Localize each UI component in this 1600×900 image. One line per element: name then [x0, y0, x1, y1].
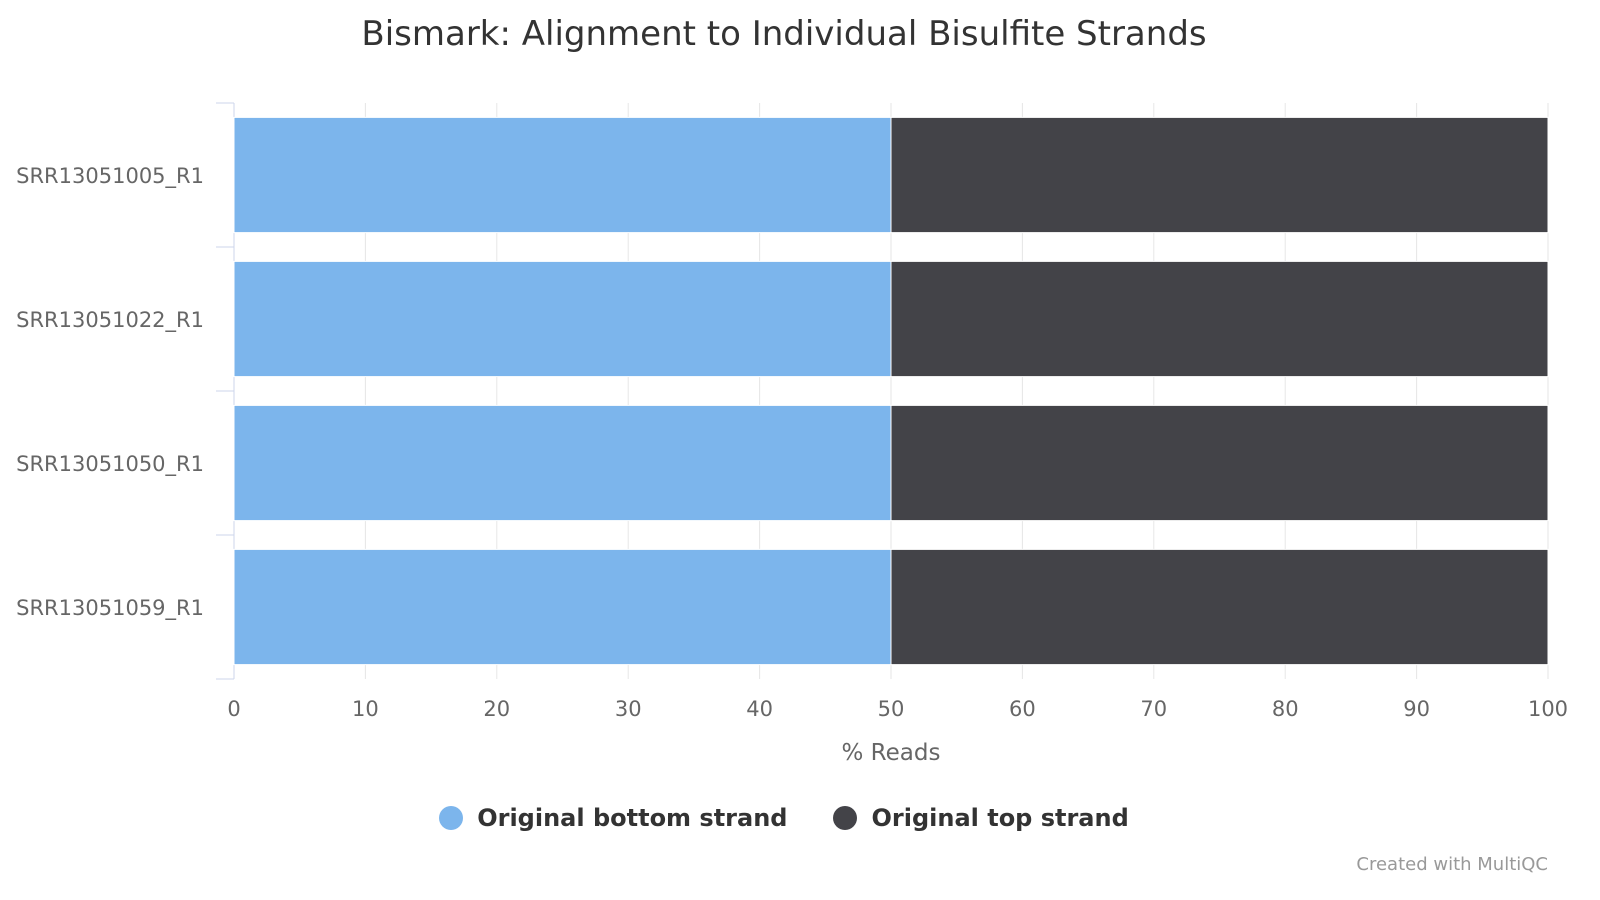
x-tick-label-40: 40	[746, 697, 773, 721]
x-tick-label-100: 100	[1528, 697, 1568, 721]
bar-SRR13051022_R1-original-bottom-strand[interactable]	[233, 260, 892, 378]
x-tick-label-0: 0	[227, 697, 240, 721]
legend-item-original-top-strand[interactable]: Original top strand	[833, 804, 1129, 832]
x-tick-label-30: 30	[615, 697, 642, 721]
x-tick-label-70: 70	[1140, 697, 1167, 721]
x-tick-label-80: 80	[1272, 697, 1299, 721]
bar-SRR13051005_R1-original-top-strand[interactable]	[890, 116, 1549, 234]
bar-SRR13051050_R1-original-top-strand[interactable]	[890, 404, 1549, 522]
legend-label-original-top-strand: Original top strand	[871, 804, 1129, 832]
x-tick-label-50: 50	[878, 697, 905, 721]
bar-SRR13051059_R1-original-top-strand[interactable]	[890, 548, 1549, 666]
x-tick-label-60: 60	[1009, 697, 1036, 721]
legend-swatch-original-bottom-strand	[439, 806, 464, 830]
category-label-SRR13051059_R1: SRR13051059_R1	[16, 596, 204, 621]
bar-SRR13051059_R1-original-bottom-strand[interactable]	[233, 548, 892, 666]
legend-item-original-bottom-strand[interactable]: Original bottom strand	[439, 804, 787, 832]
bar-SRR13051005_R1-original-bottom-strand[interactable]	[233, 116, 892, 234]
chart-title: Bismark: Alignment to Individual Bisulfi…	[361, 14, 1207, 54]
bar-SRR13051022_R1-original-top-strand[interactable]	[890, 260, 1549, 378]
legend-label-original-bottom-strand: Original bottom strand	[477, 804, 788, 832]
bar-SRR13051050_R1-original-bottom-strand[interactable]	[233, 404, 892, 522]
x-tick-label-20: 20	[483, 697, 510, 721]
legend: Original bottom strand Original top stra…	[0, 804, 1568, 832]
x-tick-label-10: 10	[352, 697, 379, 721]
category-label-SRR13051050_R1: SRR13051050_R1	[16, 452, 204, 477]
x-tick-label-90: 90	[1403, 697, 1430, 721]
x-axis-title: % Reads	[842, 740, 941, 766]
category-label-SRR13051005_R1: SRR13051005_R1	[16, 164, 204, 189]
category-label-SRR13051022_R1: SRR13051022_R1	[16, 308, 204, 333]
legend-swatch-original-top-strand	[833, 806, 858, 830]
credit-text: Created with MultiQC	[1356, 854, 1548, 875]
